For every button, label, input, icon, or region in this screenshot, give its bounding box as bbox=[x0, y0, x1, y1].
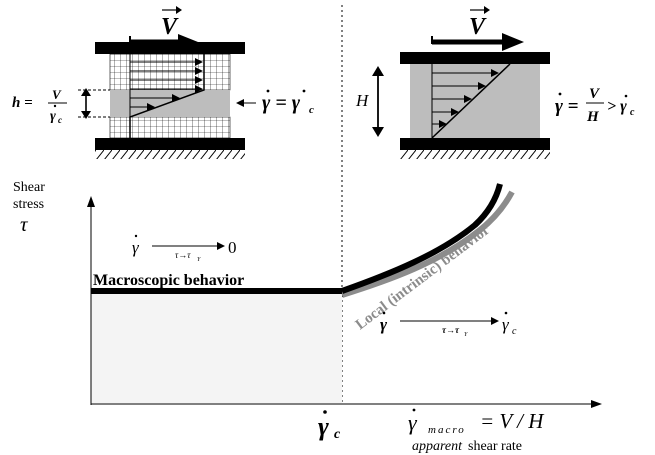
right-rate-num: V bbox=[589, 86, 601, 102]
left-top-plate bbox=[95, 42, 245, 54]
limit-top-dot bbox=[134, 234, 138, 238]
x-axis-gamma-dot bbox=[412, 408, 416, 412]
left-gap-numerator: V bbox=[52, 87, 62, 102]
limit-top-value: 0 bbox=[228, 238, 237, 257]
right-top-plate bbox=[400, 52, 550, 64]
right-vector-arrowhead bbox=[484, 6, 490, 14]
left-relation-text: γ = γ bbox=[262, 92, 301, 114]
critical-rate-label: γ bbox=[318, 412, 329, 441]
y-axis-label-line2: stress bbox=[13, 197, 44, 212]
right-velocity-label: V bbox=[469, 14, 487, 40]
x-axis-caption-rest: shear rate bbox=[468, 439, 522, 454]
right-shear-cell: H V γ = V H > γ c bbox=[355, 6, 635, 159]
right-rate-rhs-dot bbox=[624, 94, 628, 98]
left-gap-prefix: h = bbox=[12, 95, 33, 111]
right-rate-rhs-sub: c bbox=[630, 107, 635, 118]
x-axis-caption-italic: apparent bbox=[412, 439, 463, 454]
critical-rate-sub: c bbox=[334, 427, 341, 442]
limit-bottom-gamma: γ bbox=[380, 315, 388, 334]
plateau-region-fill bbox=[91, 291, 342, 403]
left-relation-sub: c bbox=[309, 104, 314, 116]
x-axis-equation: = V / H bbox=[480, 409, 545, 433]
left-velocity-label: V bbox=[161, 14, 179, 40]
left-relation-dot-2 bbox=[302, 89, 306, 93]
left-gap-denominator: γ bbox=[50, 109, 56, 124]
left-grid-top bbox=[109, 53, 231, 91]
x-axis-gamma: γ bbox=[408, 410, 418, 435]
right-rate-dot bbox=[558, 92, 562, 96]
left-gap-dot bbox=[53, 104, 57, 108]
limit-top-arrow-sub: τ→τ bbox=[175, 250, 191, 260]
left-gap-denominator-sub: c bbox=[58, 115, 62, 125]
left-ground-hatch bbox=[95, 150, 245, 159]
left-grid-bottom bbox=[109, 116, 231, 139]
left-sheared-band bbox=[110, 90, 230, 117]
x-axis-arrowhead bbox=[591, 400, 602, 408]
right-velocity-arrowhead bbox=[502, 33, 524, 51]
x-axis-sub: macro bbox=[428, 424, 466, 436]
right-rate-den: H bbox=[586, 109, 600, 125]
limit-bottom-arrow-sub-y: Y bbox=[464, 332, 468, 338]
critical-rate-dot bbox=[323, 410, 327, 414]
right-ground-hatch bbox=[400, 150, 550, 159]
right-rate-lhs: γ = bbox=[555, 96, 578, 117]
right-height-label: H bbox=[355, 91, 370, 110]
left-bottom-plate bbox=[95, 138, 245, 150]
left-velocity-profile bbox=[129, 54, 205, 138]
limit-bottom-value-dot bbox=[504, 311, 508, 315]
macro-behavior-label: Macroscopic behavior bbox=[93, 272, 244, 289]
limit-bottom-dot bbox=[382, 311, 386, 315]
right-height-arrowhead-up bbox=[372, 66, 384, 76]
left-shear-cell: V h = V γ c γ = γ c bbox=[12, 6, 314, 159]
y-axis-symbol: τ bbox=[20, 212, 29, 236]
limit-bottom-value: γ bbox=[502, 315, 510, 334]
y-axis-label-line1: Shear bbox=[13, 180, 45, 195]
flow-curve-plot: Shear stress τ γ τ→τ Y 0 Macroscopic beh… bbox=[13, 180, 602, 454]
limit-top-arrow-sub-y: Y bbox=[197, 257, 201, 263]
y-axis-arrowhead bbox=[87, 196, 95, 207]
limit-bottom-value-sub: c bbox=[512, 326, 517, 337]
right-rate-rhs: > γ bbox=[607, 98, 627, 115]
limit-top-gamma: γ bbox=[132, 238, 140, 257]
limit-bottom-arrow-sub: τ→τ bbox=[442, 325, 460, 335]
left-vector-arrowhead bbox=[176, 6, 182, 14]
right-bottom-plate bbox=[400, 138, 550, 150]
right-sheared-fluid bbox=[410, 64, 540, 138]
left-velocity-arrowhead bbox=[178, 34, 198, 50]
left-gap-arrowhead-down bbox=[81, 111, 91, 119]
left-gap-arrowhead-up bbox=[81, 88, 91, 96]
left-relation-dot-1 bbox=[266, 89, 270, 93]
right-height-arrowhead-down bbox=[372, 127, 384, 137]
local-behavior-curve bbox=[341, 190, 515, 298]
macro-rising-curve bbox=[340, 183, 503, 294]
